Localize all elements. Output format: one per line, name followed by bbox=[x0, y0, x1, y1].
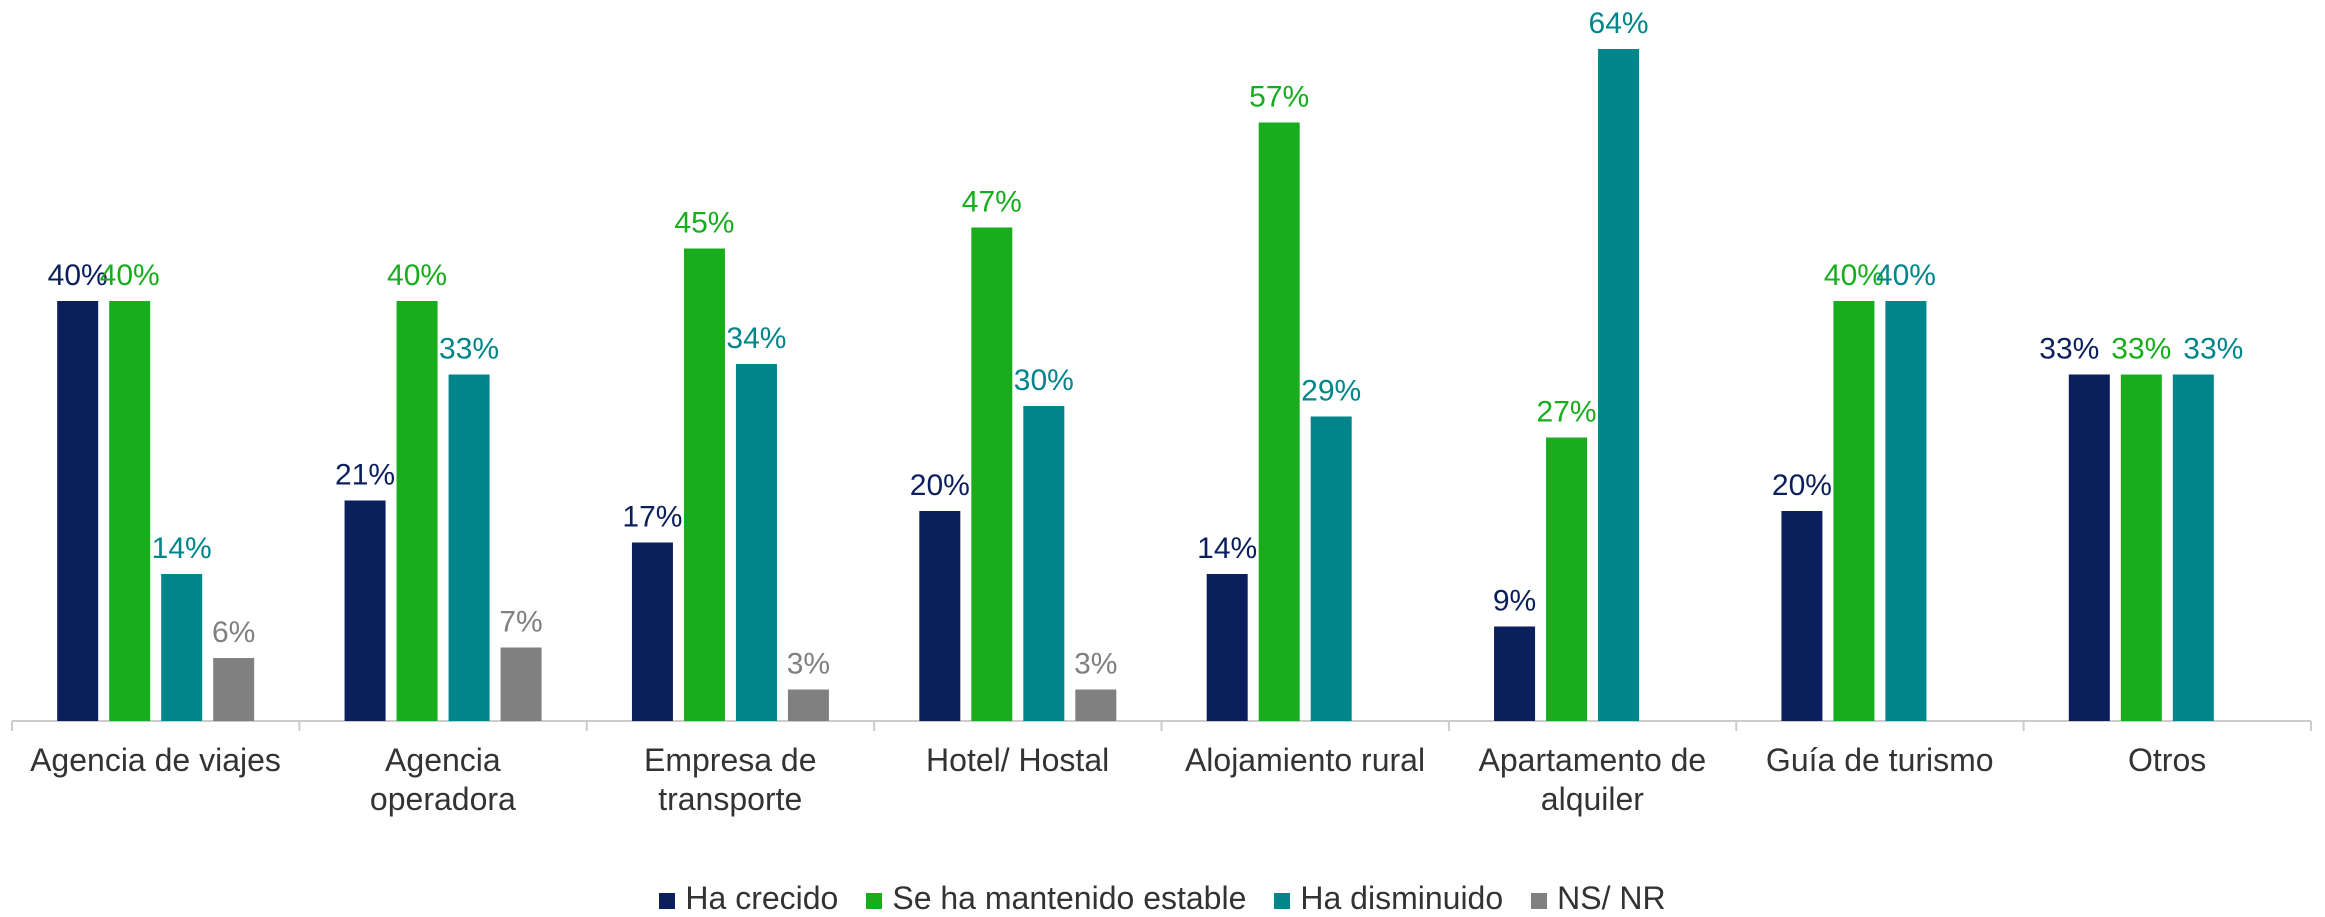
legend-label: Ha disminuido bbox=[1300, 880, 1504, 916]
data-label: 57% bbox=[1249, 81, 1309, 114]
data-label: 34% bbox=[726, 322, 786, 355]
data-label: 3% bbox=[787, 648, 830, 681]
bar bbox=[1494, 626, 1536, 721]
data-label: 40% bbox=[1824, 259, 1884, 292]
data-label: 9% bbox=[1493, 585, 1536, 618]
data-label: 21% bbox=[335, 459, 395, 492]
data-label: 40% bbox=[100, 259, 160, 292]
legend-swatch bbox=[659, 893, 676, 909]
legend-swatch bbox=[1274, 893, 1291, 909]
data-label: 33% bbox=[2111, 333, 2171, 366]
data-label: 33% bbox=[2183, 333, 2243, 366]
data-label: 47% bbox=[962, 186, 1022, 219]
bar bbox=[2120, 374, 2162, 721]
data-label: 40% bbox=[1876, 259, 1936, 292]
bar bbox=[1206, 574, 1248, 721]
x-tick-label: Guía de turismo bbox=[1765, 742, 1994, 778]
x-tick-label: Agencia de viajes bbox=[30, 742, 281, 778]
legend-item: Ha disminuido bbox=[1274, 880, 1503, 917]
bar bbox=[631, 542, 673, 721]
data-label: 64% bbox=[1589, 7, 1649, 40]
x-tick-label: Otros bbox=[2128, 742, 2207, 778]
data-label: 33% bbox=[439, 333, 499, 366]
legend-label: NS/ NR bbox=[1557, 880, 1666, 916]
bar bbox=[1310, 416, 1352, 721]
data-label: 20% bbox=[910, 469, 970, 502]
bar bbox=[57, 301, 99, 721]
data-label: 30% bbox=[1014, 364, 1074, 397]
legend-label: Ha crecido bbox=[685, 880, 839, 916]
data-label: 14% bbox=[152, 532, 212, 565]
legend-item: Se ha mantenido estable bbox=[866, 880, 1246, 917]
legend-swatch bbox=[866, 893, 883, 909]
bar bbox=[448, 374, 490, 721]
bar bbox=[683, 248, 725, 721]
bar bbox=[735, 364, 777, 721]
data-label: 20% bbox=[1772, 469, 1832, 502]
bar bbox=[500, 647, 542, 721]
bar bbox=[1781, 511, 1823, 721]
bar bbox=[1598, 49, 1640, 721]
data-label: 7% bbox=[499, 606, 542, 639]
data-label: 40% bbox=[48, 259, 108, 292]
data-label: 14% bbox=[1197, 532, 1257, 565]
legend-item: Ha crecido bbox=[659, 880, 838, 917]
legend: Ha crecido Se ha mantenido estable Ha dism… bbox=[0, 880, 2325, 917]
bar bbox=[1075, 689, 1117, 721]
bar bbox=[1885, 301, 1927, 721]
legend-swatch bbox=[1531, 893, 1548, 909]
x-tick-label: Apartamento de alquiler bbox=[1478, 742, 1707, 817]
data-label: 45% bbox=[674, 207, 734, 240]
bar bbox=[1258, 122, 1300, 721]
bar bbox=[213, 658, 255, 721]
data-label: 6% bbox=[212, 616, 255, 649]
data-label: 27% bbox=[1537, 396, 1597, 429]
x-tick-label: Empresa de transporte bbox=[643, 742, 817, 817]
x-tick-label: Hotel/ Hostal bbox=[926, 742, 1110, 778]
bar bbox=[919, 511, 961, 721]
bar bbox=[161, 574, 203, 721]
bar bbox=[787, 689, 829, 721]
x-tick-label: Alojamiento rural bbox=[1184, 742, 1426, 778]
bar bbox=[396, 301, 438, 721]
data-label: 40% bbox=[387, 259, 447, 292]
bar bbox=[971, 227, 1013, 721]
data-label: 17% bbox=[622, 501, 682, 534]
legend-item: NS/ NR bbox=[1531, 880, 1666, 917]
data-label: 29% bbox=[1301, 375, 1361, 408]
bar bbox=[1023, 406, 1065, 721]
bar bbox=[1546, 437, 1588, 721]
bar bbox=[1833, 301, 1875, 721]
bar bbox=[109, 301, 151, 721]
legend-label: Se ha mantenido estable bbox=[892, 880, 1247, 916]
data-label: 33% bbox=[2039, 333, 2099, 366]
bar bbox=[2172, 374, 2214, 721]
bar bbox=[2068, 374, 2110, 721]
data-label: 3% bbox=[1074, 648, 1117, 681]
x-tick-label: Agencia operadora bbox=[369, 742, 516, 817]
bar bbox=[344, 500, 386, 721]
